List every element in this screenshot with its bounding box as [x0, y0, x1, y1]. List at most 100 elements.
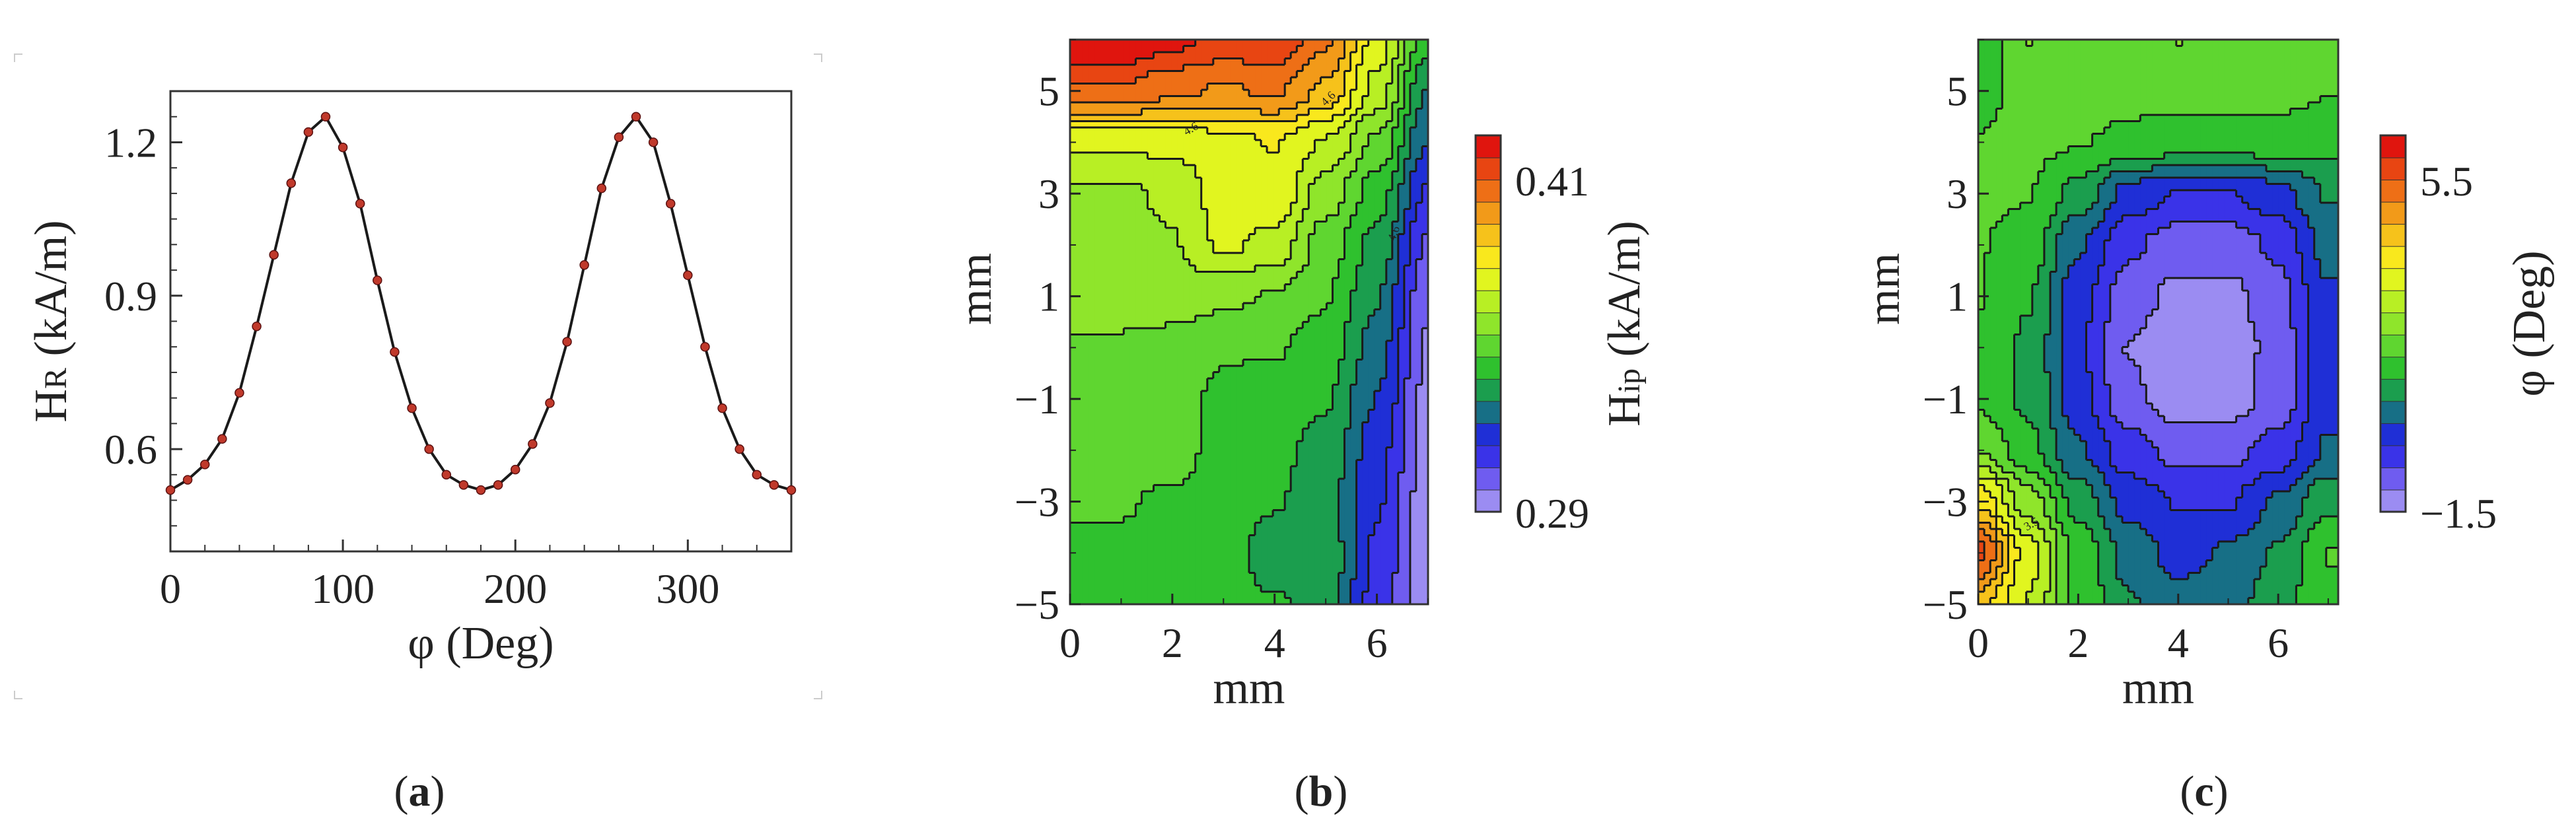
panel-b-contour-cell	[1392, 153, 1399, 160]
panel-b-contour-cell	[1279, 127, 1285, 135]
panel-b-contour-cell	[1404, 184, 1411, 191]
panel-b-contour-cell	[1165, 366, 1172, 373]
panel-b-contour-cell	[1314, 547, 1321, 555]
panel-b-contour-cell	[1415, 441, 1423, 448]
panel-b-contour-cell	[1410, 184, 1417, 191]
panel-b-contour-cell	[1368, 397, 1375, 404]
panel-b-contour-cell	[1410, 479, 1417, 486]
panel-b-contour-cell	[1386, 77, 1393, 85]
panel-b-contour-cell	[1177, 165, 1184, 172]
panel-b-contour-cell	[1183, 46, 1190, 53]
panel-b-contour-cell	[1255, 416, 1262, 423]
panel-b-contour-cell	[1201, 403, 1208, 411]
panel-b-contour-cell	[1076, 58, 1083, 65]
panel-b-contour-cell	[1159, 240, 1166, 248]
panel-b-contour-cell	[1344, 529, 1351, 536]
panel-b-contour-cell	[1094, 259, 1100, 266]
panel-b-contour-cell	[1213, 253, 1220, 260]
panel-b-contour-cell	[1183, 397, 1190, 404]
panel-b-contour-cell	[1094, 196, 1100, 203]
panel-b-contour-cell	[1094, 190, 1100, 197]
panel-b-contour-cell	[1213, 158, 1220, 166]
panel-b-contour-cell	[1070, 409, 1077, 417]
panel-b-contour-cell	[1088, 353, 1094, 361]
panel-b-contour-cell	[1285, 541, 1291, 549]
panel-b-contour-cell	[1219, 90, 1226, 97]
panel-b-contour-cell	[1207, 485, 1214, 492]
panel-b-contour-cell	[1070, 108, 1077, 116]
panel-b-contour-cell	[1124, 429, 1130, 436]
panel-b-contour-cell	[1332, 297, 1340, 304]
panel-b-contour-cell	[1308, 234, 1315, 241]
panel-b-contour-cell	[1368, 77, 1375, 85]
panel-b-contour-cell	[1249, 447, 1256, 454]
panel-b-contour-cell	[1219, 259, 1226, 266]
panel-b-contour-cell	[1410, 529, 1417, 536]
panel-b-contour-cell	[1404, 328, 1411, 335]
panel-b-contour-cell	[1189, 366, 1196, 373]
panel-b-contour-cell	[1165, 271, 1172, 279]
panel-b-contour-cell	[1386, 403, 1393, 411]
panel-b-contour-cell	[1415, 209, 1423, 216]
panel-b-contour-cell	[1189, 96, 1196, 103]
panel-b-contour-cell	[1326, 316, 1334, 323]
panel-b-contour-cell	[1225, 253, 1232, 260]
panel-b-contour-cell	[1183, 497, 1190, 505]
panel-b-contour-cell	[1374, 108, 1381, 116]
panel-b-contour-cell	[1338, 58, 1345, 65]
panel-b-contour-cell	[1242, 378, 1250, 386]
panel-b-contour-cell	[1129, 322, 1136, 329]
panel-b-contour-cell	[1314, 359, 1321, 367]
panel-b-contour-cell	[1415, 472, 1423, 479]
panel-b-contour-cell	[1308, 203, 1315, 210]
panel-b-contour-cell	[1118, 391, 1124, 398]
panel-b-contour-cell	[1392, 328, 1399, 335]
panel-b-contour-cell	[1118, 366, 1124, 373]
panel-b-contour-cell	[1242, 454, 1250, 461]
panel-b-contour-cell	[1106, 228, 1112, 235]
panel-b-contour-cell	[1189, 409, 1196, 417]
panel-b-contour-cell	[1380, 391, 1387, 398]
panel-b-contour-cell	[1153, 454, 1161, 461]
panel-b-contour-cell	[1308, 504, 1315, 511]
panel-b-contour-cell	[1404, 429, 1411, 436]
panel-b-contour-cell	[1141, 422, 1149, 429]
panel-b-contour-cell	[1308, 246, 1315, 254]
panel-b-contour-cell	[1344, 472, 1351, 479]
panel-b-contour-cell	[1344, 121, 1351, 128]
panel-b-contour-cell	[1082, 234, 1089, 241]
panel-b-contour-cell	[1082, 215, 1089, 223]
panel-b-contour-cell	[1314, 472, 1321, 479]
panel-b-contour-cell	[1404, 303, 1411, 310]
panel-b-contour-cell	[1249, 391, 1256, 398]
panel-b-contour-cell	[1338, 265, 1345, 273]
panel-b-contour-cell	[1279, 516, 1285, 524]
panel-b-contour-cell	[1404, 65, 1411, 72]
panel-b-contour-cell	[1320, 278, 1328, 285]
panel-b-contour-cell	[1350, 291, 1357, 298]
panel-b-contour-cell	[1076, 133, 1083, 141]
panel-b-contour-cell	[1273, 297, 1279, 304]
panel-b-contour-cell	[1106, 115, 1112, 122]
panel-b-contour-cell	[1249, 71, 1256, 78]
panel-b-contour-cell	[1249, 409, 1256, 417]
panel-b-contour-cell	[1135, 228, 1142, 235]
panel-b-contour-cell	[1147, 366, 1155, 373]
panel-b-contour-cell	[1242, 435, 1250, 442]
panel-b-contour-cell	[1201, 366, 1208, 373]
panel-b-contour-cell	[1183, 359, 1190, 367]
panel-b-contour-cell	[1159, 221, 1166, 228]
panel-b-contour-cell	[1094, 146, 1100, 153]
panel-b-contour-cell	[1308, 158, 1315, 166]
panel-b-contour-cell	[1350, 429, 1357, 436]
panel-b-contour-cell	[1082, 316, 1089, 323]
panel-b-contour-cell	[1273, 65, 1279, 72]
panel-b-contour-cell	[1320, 58, 1328, 65]
panel-b-contour-cell	[1350, 422, 1357, 429]
panel-b-contour-cell	[1273, 454, 1279, 461]
panel-b-contour-cell	[1094, 171, 1100, 178]
panel-b-contour-cell	[1380, 246, 1387, 254]
panel-b-contour-cell	[1135, 366, 1142, 373]
panel-b-contour-cell	[1303, 221, 1309, 228]
panel-b-contour-cell	[1129, 133, 1136, 141]
